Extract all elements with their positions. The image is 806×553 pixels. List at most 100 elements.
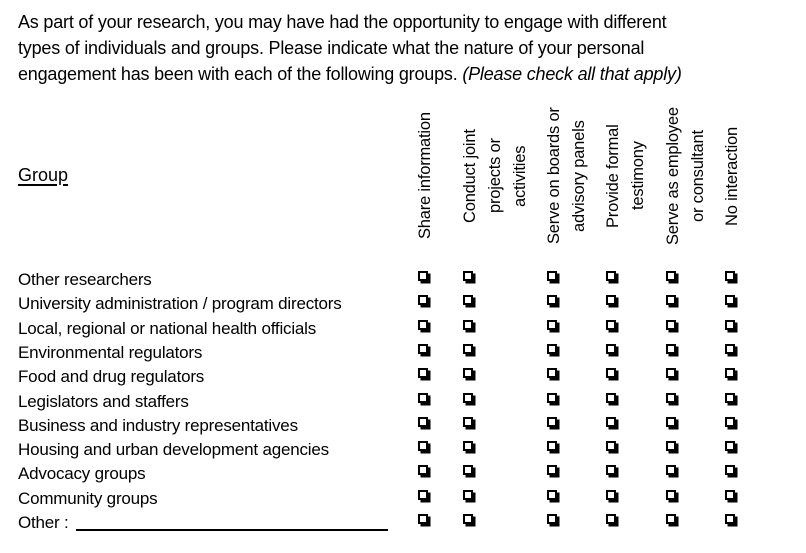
checkbox-food-and-drug-regulators-serve-on-boards-or[interactable] bbox=[547, 368, 557, 378]
checkbox-business-and-industry-representatives-no-interaction[interactable] bbox=[725, 417, 735, 427]
checkbox-food-and-drug-regulators-share-information[interactable] bbox=[418, 368, 428, 378]
checkbox-environmental-regulators-serve-as-employee[interactable] bbox=[666, 344, 676, 354]
checkbox-university-administration-program-directors-no-interaction[interactable] bbox=[725, 295, 735, 305]
row-label: Other : bbox=[18, 513, 69, 532]
checkbox-community-groups-conduct-joint[interactable] bbox=[463, 490, 473, 500]
checkbox-advocacy-groups-conduct-joint[interactable] bbox=[463, 465, 473, 475]
checkbox-other-no-interaction[interactable] bbox=[725, 514, 735, 524]
checkbox-other-researchers-provide-formal[interactable] bbox=[606, 271, 616, 281]
checkbox-legislators-and-staffers-provide-formal[interactable] bbox=[606, 393, 616, 403]
checkbox-housing-and-urban-development-agencies-no-interaction[interactable] bbox=[725, 441, 735, 451]
column-header-serve-on-boards-or: Serve on boards or advisory panels bbox=[545, 107, 588, 245]
checkbox-other-researchers-no-interaction[interactable] bbox=[725, 271, 735, 281]
checkbox-advocacy-groups-serve-on-boards-or[interactable] bbox=[547, 465, 557, 475]
checkbox-local-regional-or-national-health-officials-no-interaction[interactable] bbox=[725, 320, 735, 330]
checkbox-environmental-regulators-no-interaction[interactable] bbox=[725, 344, 735, 354]
checkbox-housing-and-urban-development-agencies-conduct-joint[interactable] bbox=[463, 441, 473, 451]
checkbox-business-and-industry-representatives-serve-on-boards-or[interactable] bbox=[547, 417, 557, 427]
column-header-share-information: Share information bbox=[416, 112, 434, 240]
checkbox-food-and-drug-regulators-no-interaction[interactable] bbox=[725, 368, 735, 378]
checkbox-housing-and-urban-development-agencies-serve-as-employee[interactable] bbox=[666, 441, 676, 451]
checkbox-other-researchers-serve-on-boards-or[interactable] bbox=[547, 271, 557, 281]
table-row-community-groups: Community groups bbox=[0, 488, 806, 512]
checkbox-business-and-industry-representatives-provide-formal[interactable] bbox=[606, 417, 616, 427]
checkbox-other-researchers-share-information[interactable] bbox=[418, 271, 428, 281]
checkbox-legislators-and-staffers-serve-on-boards-or[interactable] bbox=[547, 393, 557, 403]
checkbox-community-groups-serve-as-employee[interactable] bbox=[666, 490, 676, 500]
checkbox-community-groups-share-information[interactable] bbox=[418, 490, 428, 500]
checkbox-other-provide-formal[interactable] bbox=[606, 514, 616, 524]
intro-line-3-italic: (Please check all that apply) bbox=[462, 64, 682, 84]
checkbox-environmental-regulators-conduct-joint[interactable] bbox=[463, 344, 473, 354]
row-label: Housing and urban development agencies bbox=[18, 440, 329, 459]
checkbox-housing-and-urban-development-agencies-serve-on-boards-or[interactable] bbox=[547, 441, 557, 451]
group-column-header: Group bbox=[18, 165, 69, 185]
column-header-provide-formal: Provide formal testimony bbox=[604, 124, 647, 228]
table-row-environmental-regulators: Environmental regulators bbox=[0, 342, 806, 366]
checkbox-advocacy-groups-share-information[interactable] bbox=[418, 465, 428, 475]
table-row-other-researchers: Other researchers bbox=[0, 269, 806, 293]
checkbox-advocacy-groups-no-interaction[interactable] bbox=[725, 465, 735, 475]
checkbox-other-serve-as-employee[interactable] bbox=[666, 514, 676, 524]
other-write-in-line[interactable] bbox=[76, 513, 388, 531]
checkbox-local-regional-or-national-health-officials-conduct-joint[interactable] bbox=[463, 320, 473, 330]
intro-line-3-regular: engagement has been with each of the fol… bbox=[18, 64, 463, 84]
row-label: Environmental regulators bbox=[18, 343, 203, 362]
checkbox-local-regional-or-national-health-officials-share-information[interactable] bbox=[418, 320, 428, 330]
intro-line-1: As part of your research, you may have h… bbox=[18, 12, 667, 32]
checkbox-housing-and-urban-development-agencies-provide-formal[interactable] bbox=[606, 441, 616, 451]
row-label: Advocacy groups bbox=[18, 464, 146, 483]
checkbox-other-conduct-joint[interactable] bbox=[463, 514, 473, 524]
checkbox-other-researchers-serve-as-employee[interactable] bbox=[666, 271, 676, 281]
checkbox-other-researchers-conduct-joint[interactable] bbox=[463, 271, 473, 281]
row-label: University administration / program dire… bbox=[18, 294, 342, 313]
table-row-other: Other : bbox=[0, 512, 806, 536]
table-row-advocacy-groups: Advocacy groups bbox=[0, 463, 806, 487]
table-row-housing-and-urban-development-agencies: Housing and urban development agencies bbox=[0, 439, 806, 463]
checkbox-community-groups-provide-formal[interactable] bbox=[606, 490, 616, 500]
checkbox-community-groups-serve-on-boards-or[interactable] bbox=[547, 490, 557, 500]
column-header-conduct-joint: Conduct joint projects or activities bbox=[461, 129, 529, 223]
column-header-serve-as-employee: Serve as employee or consultant bbox=[664, 107, 707, 245]
checkbox-business-and-industry-representatives-conduct-joint[interactable] bbox=[463, 417, 473, 427]
checkbox-legislators-and-staffers-conduct-joint[interactable] bbox=[463, 393, 473, 403]
checkbox-other-serve-on-boards-or[interactable] bbox=[547, 514, 557, 524]
checkbox-food-and-drug-regulators-serve-as-employee[interactable] bbox=[666, 368, 676, 378]
checkbox-environmental-regulators-share-information[interactable] bbox=[418, 344, 428, 354]
intro-paragraph: As part of your research, you may have h… bbox=[18, 9, 798, 87]
table-row-business-and-industry-representatives: Business and industry representatives bbox=[0, 415, 806, 439]
row-label: Other researchers bbox=[18, 270, 152, 289]
intro-line-3: engagement has been with each of the fol… bbox=[18, 61, 798, 87]
checkbox-university-administration-program-directors-serve-as-employee[interactable] bbox=[666, 295, 676, 305]
checkbox-advocacy-groups-serve-as-employee[interactable] bbox=[666, 465, 676, 475]
checkbox-community-groups-no-interaction[interactable] bbox=[725, 490, 735, 500]
checkbox-environmental-regulators-provide-formal[interactable] bbox=[606, 344, 616, 354]
checkbox-business-and-industry-representatives-serve-as-employee[interactable] bbox=[666, 417, 676, 427]
checkbox-other-share-information[interactable] bbox=[418, 514, 428, 524]
checkbox-housing-and-urban-development-agencies-share-information[interactable] bbox=[418, 441, 428, 451]
checkbox-legislators-and-staffers-share-information[interactable] bbox=[418, 393, 428, 403]
table-row-university-administration-program-directors: University administration / program dire… bbox=[0, 293, 806, 317]
checkbox-food-and-drug-regulators-conduct-joint[interactable] bbox=[463, 368, 473, 378]
checkbox-business-and-industry-representatives-share-information[interactable] bbox=[418, 417, 428, 427]
checkbox-local-regional-or-national-health-officials-serve-on-boards-or[interactable] bbox=[547, 320, 557, 330]
checkbox-advocacy-groups-provide-formal[interactable] bbox=[606, 465, 616, 475]
row-label: Business and industry representatives bbox=[18, 416, 298, 435]
checkbox-university-administration-program-directors-share-information[interactable] bbox=[418, 295, 428, 305]
checkbox-legislators-and-staffers-serve-as-employee[interactable] bbox=[666, 393, 676, 403]
checkbox-university-administration-program-directors-serve-on-boards-or[interactable] bbox=[547, 295, 557, 305]
checkbox-university-administration-program-directors-conduct-joint[interactable] bbox=[463, 295, 473, 305]
checkbox-local-regional-or-national-health-officials-provide-formal[interactable] bbox=[606, 320, 616, 330]
checkbox-local-regional-or-national-health-officials-serve-as-employee[interactable] bbox=[666, 320, 676, 330]
row-label: Legislators and staffers bbox=[18, 392, 189, 411]
intro-line-2: types of individuals and groups. Please … bbox=[18, 38, 645, 58]
table-row-local-regional-or-national-health-officials: Local, regional or national health offic… bbox=[0, 318, 806, 342]
row-label: Food and drug regulators bbox=[18, 367, 205, 386]
checkbox-environmental-regulators-serve-on-boards-or[interactable] bbox=[547, 344, 557, 354]
checkbox-food-and-drug-regulators-provide-formal[interactable] bbox=[606, 368, 616, 378]
checkbox-legislators-and-staffers-no-interaction[interactable] bbox=[725, 393, 735, 403]
checkbox-university-administration-program-directors-provide-formal[interactable] bbox=[606, 295, 616, 305]
table-row-food-and-drug-regulators: Food and drug regulators bbox=[0, 366, 806, 390]
column-header-no-interaction: No interaction bbox=[723, 126, 741, 226]
